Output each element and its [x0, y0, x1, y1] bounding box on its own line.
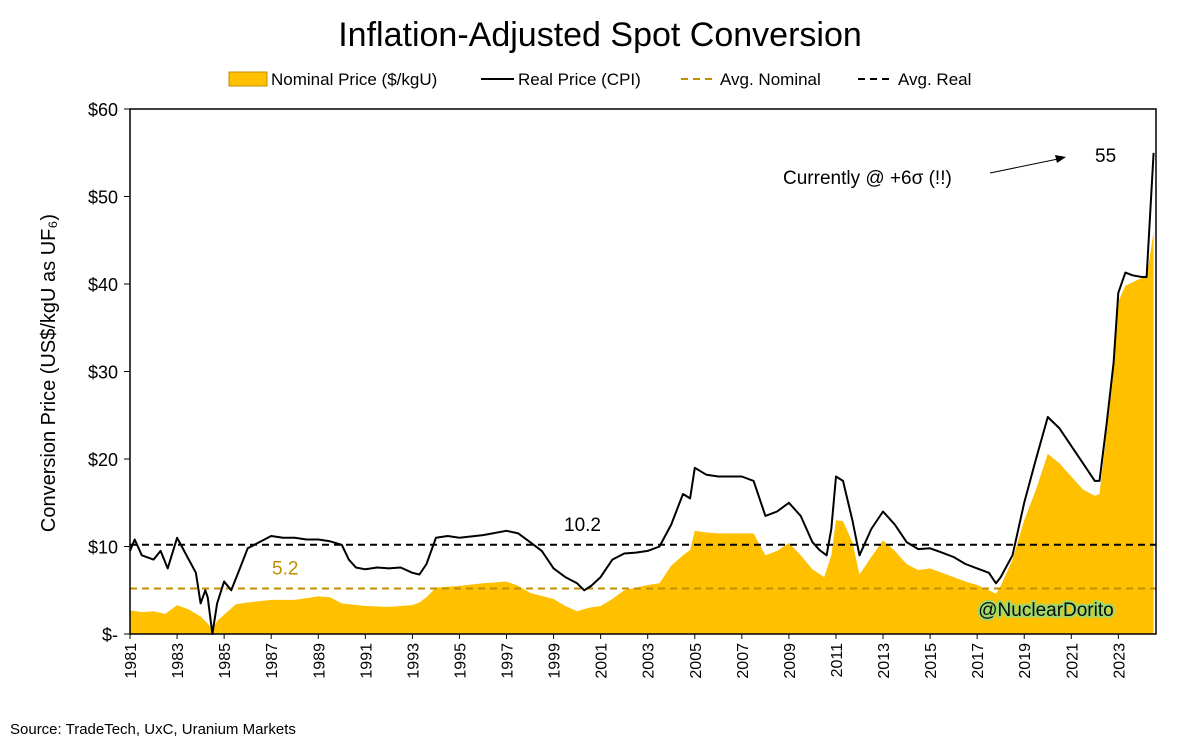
series-nominal-area — [130, 231, 1154, 634]
legend-label-avg-real: Avg. Real — [898, 70, 971, 89]
x-tick-label: 1985 — [217, 643, 234, 679]
y-axis-label: Conversion Price (US$/kgU as UF₆) — [38, 214, 60, 532]
y-tick-label: $30 — [88, 363, 118, 383]
x-tick-label: 2003 — [641, 643, 658, 679]
series-real-line — [129, 152, 1155, 635]
x-tick-label: 2001 — [594, 643, 611, 679]
avg-real-label: 10.2 — [564, 515, 601, 536]
x-tick-label: 1981 — [123, 643, 140, 679]
source-note: Source: TradeTech, UxC, Uranium Markets — [10, 721, 296, 738]
watermark: @NuclearDorito — [978, 600, 1113, 621]
annotation-arrow — [989, 155, 1066, 174]
x-tick-label: 1991 — [358, 643, 375, 679]
x-tick-label: 1999 — [547, 643, 564, 679]
x-tick-label: 1987 — [264, 643, 281, 679]
y-tick-label: $60 — [88, 100, 118, 120]
legend-label-real: Real Price (CPI) — [518, 70, 641, 89]
x-tick-label: 1989 — [311, 643, 328, 679]
legend-swatch-nominal — [228, 71, 268, 87]
x-tick-label: 2021 — [1064, 643, 1081, 679]
y-tick-label: $50 — [88, 188, 118, 208]
x-tick-label: 2023 — [1111, 643, 1128, 679]
x-tick-label: 1995 — [452, 643, 469, 679]
legend: Nominal Price ($/kgU) Real Price (CPI) A… — [228, 70, 971, 89]
y-tick-label: $- — [102, 625, 118, 645]
x-tick-label: 2017 — [970, 643, 987, 679]
annotation-current-value: 55 — [1095, 146, 1116, 167]
x-tick-label: 1997 — [500, 643, 517, 679]
x-tick-label: 2005 — [688, 643, 705, 679]
legend-label-nominal: Nominal Price ($/kgU) — [271, 70, 437, 89]
chart-title: Inflation-Adjusted Spot Conversion — [338, 16, 862, 54]
x-tick-label: 2009 — [782, 643, 799, 679]
y-tick-label: $40 — [88, 275, 118, 295]
x-tick-label: 2011 — [829, 643, 846, 678]
x-tick-label: 1983 — [170, 643, 187, 679]
x-tick-label: 2015 — [923, 643, 940, 679]
x-tick-label: 2019 — [1017, 643, 1034, 679]
x-tick-label: 1993 — [405, 643, 422, 679]
legend-label-avg-nominal: Avg. Nominal — [720, 70, 821, 89]
plot-frame — [129, 108, 1157, 635]
x-tick-label: 2007 — [735, 643, 752, 679]
avg-nominal-label: 5.2 — [272, 559, 298, 580]
annotation-current: Currently @ +6σ (!!) — [783, 168, 952, 189]
x-tick-label: 2013 — [876, 643, 893, 679]
y-tick-label: $20 — [88, 450, 118, 470]
plot-area: $- $10 $20 $30 $40 $50 $60 1981 1983 1985 1987 1989… — [88, 100, 1157, 679]
y-tick-label: $10 — [88, 538, 118, 558]
